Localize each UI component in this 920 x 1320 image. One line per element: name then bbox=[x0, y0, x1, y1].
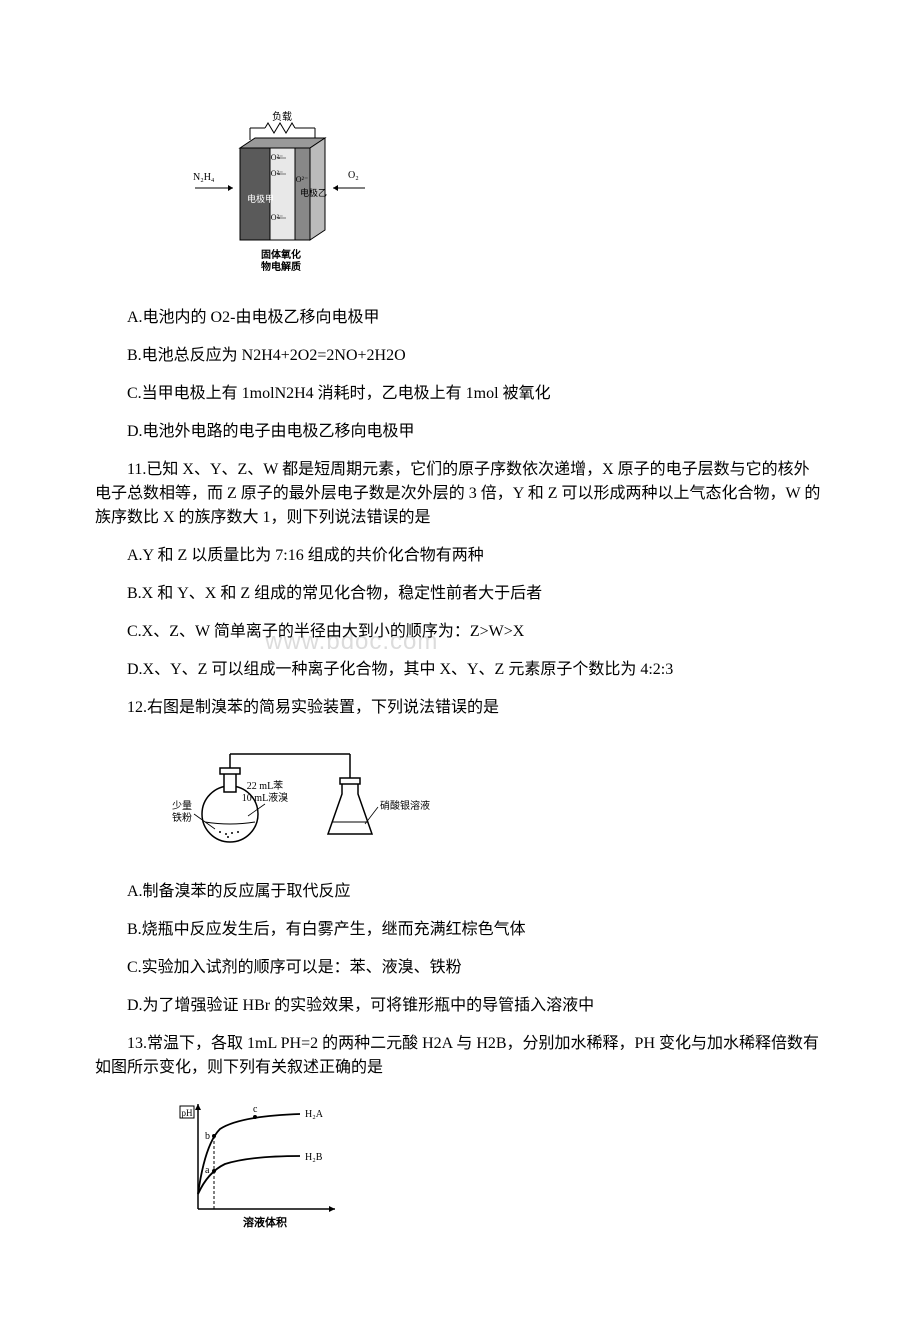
fuel-cell-diagram: 负载 电极甲 O²⁻ O²⁻ O²⁻ 电极乙 O²⁻ N₂H₄ bbox=[185, 110, 380, 280]
point-a: a bbox=[205, 1165, 210, 1176]
electrolyte-label: 物电解质 bbox=[261, 260, 301, 273]
ion-label: O²⁻ bbox=[271, 169, 283, 178]
q10-option-b: B.电池总反应为 N2H4+2O2=2NO+2H2O bbox=[95, 344, 825, 368]
q10-option-a: A.电池内的 O2-由电极乙移向电极甲 bbox=[95, 306, 825, 330]
q13-stem: 13.常温下，各取 1mL PH=2 的两种二元酸 H2A 与 H2B，分别加水… bbox=[95, 1032, 825, 1080]
bromine-figure: 少量 铁粉 22 mL苯 10 mL液溴 硝酸银溶液 bbox=[170, 734, 825, 862]
ion-label: O²⁻ bbox=[271, 153, 283, 162]
q12-option-b: B.烧瓶中反应发生后，有白雾产生，继而充满红棕色气体 bbox=[95, 918, 825, 942]
load-label: 负载 bbox=[272, 110, 292, 123]
iron-label2: 铁粉 bbox=[172, 811, 192, 824]
q11-stem: 11.已知 X、Y、Z、W 都是短周期元素，它们的原子序数依次递增，X 原子的电… bbox=[95, 458, 825, 530]
ylabel: pH bbox=[182, 1108, 194, 1118]
q10-option-c: C.当甲电极上有 1molN2H4 消耗时，乙电极上有 1mol 被氧化 bbox=[95, 382, 825, 406]
xlabel: 溶液体积 bbox=[243, 1215, 287, 1229]
ion-label: O²⁻ bbox=[296, 175, 308, 184]
q12-stem: 12.右图是制溴苯的简易实验装置，下列说法错误的是 bbox=[95, 696, 825, 720]
q11-option-a: A.Y 和 Z 以质量比为 7:16 组成的共价化合物有两种 bbox=[95, 544, 825, 568]
bromine-diagram: 少量 铁粉 22 mL苯 10 mL液溴 硝酸银溶液 bbox=[170, 734, 470, 854]
benzene-label: 22 mL苯 bbox=[247, 779, 283, 792]
q11-option-d: D.X、Y、Z 可以组成一种离子化合物，其中 X、Y、Z 元素原子个数比为 4:… bbox=[95, 658, 825, 682]
electrode-b-label: 电极乙 bbox=[300, 187, 327, 198]
point-c: c bbox=[253, 1104, 258, 1115]
fuel-cell-figure: 负载 电极甲 O²⁻ O²⁻ O²⁻ 电极乙 O²⁻ N₂H₄ bbox=[185, 110, 825, 288]
electrode-a-label: 电极甲 bbox=[247, 193, 274, 204]
curve-h2a-label: H₂A bbox=[305, 1109, 324, 1120]
o2-label: O₂ bbox=[348, 170, 359, 181]
q11-option-c: C.X、Z、W 简单离子的半径由大到小的顺序为：Z>W>X bbox=[95, 620, 825, 644]
q12-option-c: C.实验加入试剂的顺序可以是：苯、液溴、铁粉 bbox=[95, 956, 825, 980]
n2h4-label: N₂H₄ bbox=[193, 172, 215, 183]
bromine-label: 10 mL液溴 bbox=[242, 791, 288, 804]
ph-graph: pH 溶液体积 H₂A H₂B a b c bbox=[170, 1094, 350, 1234]
point-b: b bbox=[205, 1131, 210, 1142]
q11-option-b: B.X 和 Y、X 和 Z 组成的常见化合物，稳定性前者大于后者 bbox=[95, 582, 825, 606]
ion-label: O²⁻ bbox=[271, 213, 283, 222]
agno3-label: 硝酸银溶液 bbox=[380, 799, 430, 812]
electrolyte-label: 固体氧化 bbox=[261, 248, 301, 261]
curve-h2b-label: H₂B bbox=[305, 1152, 323, 1163]
q12-option-a: A.制备溴苯的反应属于取代反应 bbox=[95, 880, 825, 904]
iron-label: 少量 bbox=[172, 800, 192, 812]
q10-option-d: D.电池外电路的电子由电极乙移向电极甲 bbox=[95, 420, 825, 444]
q12-option-d: D.为了增强验证 HBr 的实验效果，可将锥形瓶中的导管插入溶液中 bbox=[95, 994, 825, 1018]
ph-graph-figure: pH 溶液体积 H₂A H₂B a b c bbox=[170, 1094, 825, 1242]
